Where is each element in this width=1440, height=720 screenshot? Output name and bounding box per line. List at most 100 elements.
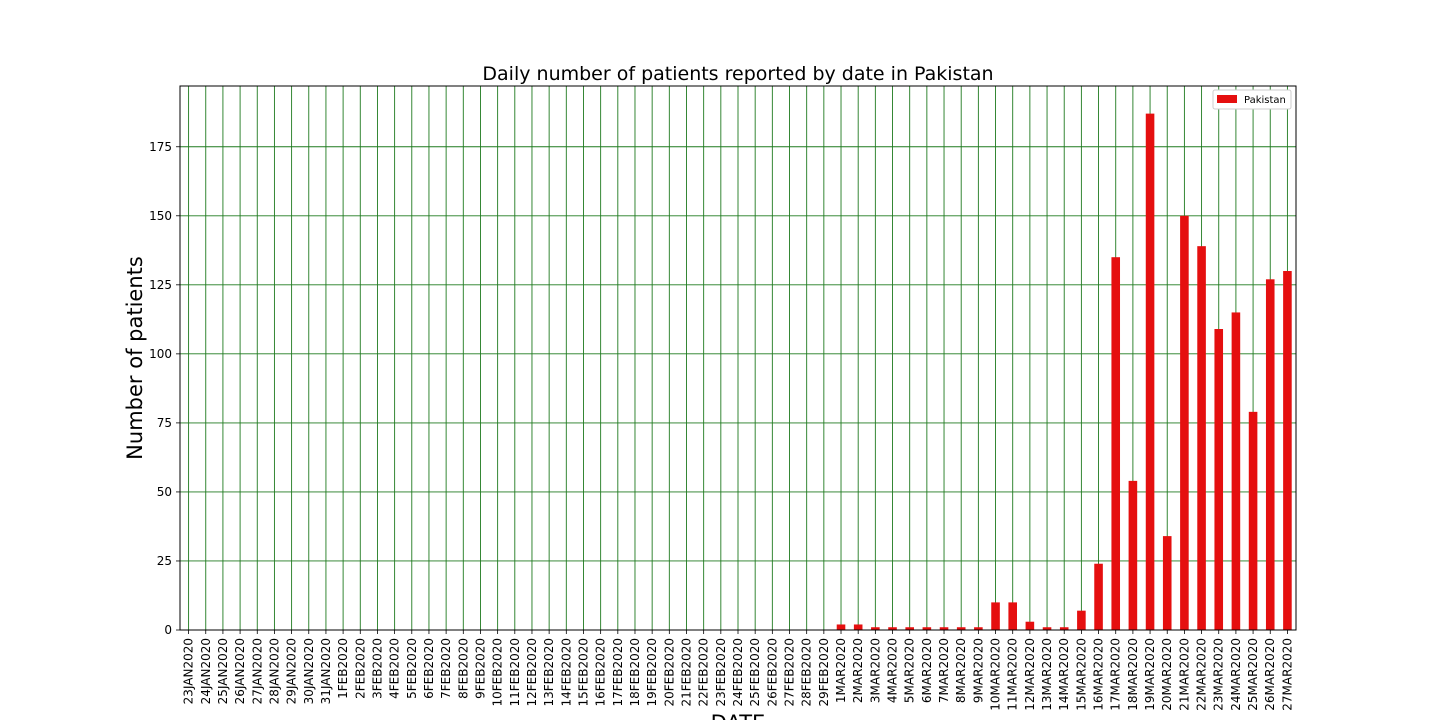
x-tick-label: 25MAR2020	[1246, 638, 1260, 711]
bar	[1283, 271, 1292, 630]
y-tick-label: 0	[164, 623, 172, 637]
x-tick-label: 5MAR2020	[903, 638, 917, 703]
x-tick-label: 23JAN2020	[182, 638, 196, 704]
x-tick-label: 27FEB2020	[783, 638, 797, 707]
x-tick-label: 17FEB2020	[611, 638, 625, 707]
y-tick-label: 150	[149, 209, 172, 223]
x-tick-label: 4FEB2020	[388, 638, 402, 699]
x-axis-ticks: 23JAN2020 24JAN2020 25JAN2020 26JAN2020 27JA…	[182, 630, 1294, 711]
bar	[1214, 329, 1224, 630]
bar	[905, 627, 914, 630]
bar	[974, 627, 983, 630]
x-tick-label: 7FEB2020	[439, 638, 453, 699]
bar	[1008, 602, 1017, 630]
x-tick-label: 27MAR2020	[1280, 638, 1294, 711]
legend-box	[1212, 89, 1292, 110]
x-tick-label: 2FEB2020	[353, 638, 367, 699]
x-tick-label: 13FEB2020	[542, 638, 556, 707]
bar	[956, 627, 966, 630]
x-tick-label: 2MAR2020	[851, 638, 865, 703]
x-tick-label: 24JAN2020	[199, 638, 213, 704]
bar	[1248, 411, 1258, 630]
x-tick-label: 26JAN2020	[233, 638, 247, 704]
x-tick-label: 19MAR2020	[1143, 638, 1157, 711]
x-tick-label: 21FEB2020	[679, 638, 693, 707]
x-tick-label: 5FEB2020	[405, 638, 419, 699]
bar	[1025, 621, 1035, 630]
x-tick-label: 21MAR2020	[1177, 638, 1191, 711]
x-tick-label: 29JAN2020	[285, 638, 299, 704]
bar	[888, 627, 897, 630]
bar	[1042, 627, 1052, 630]
x-tick-label: 4MAR2020	[886, 638, 900, 703]
x-tick-label: 7MAR2020	[937, 638, 951, 703]
x-tick-label: 13MAR2020	[1040, 638, 1054, 711]
x-tick-label: 19FEB2020	[645, 638, 659, 707]
x-tick-label: 24FEB2020	[731, 638, 745, 707]
bar	[922, 627, 932, 630]
x-tick-label: 14MAR2020	[1057, 638, 1071, 711]
x-tick-label: 30JAN2020	[302, 638, 316, 704]
x-tick-label: 6MAR2020	[920, 638, 934, 703]
bar	[1162, 536, 1172, 630]
y-tick-label: 175	[149, 140, 172, 154]
y-tick-label: 100	[149, 347, 172, 361]
y-tick-label: 50	[157, 485, 172, 499]
x-tick-label: 18FEB2020	[628, 638, 642, 707]
x-tick-label: 15FEB2020	[576, 638, 590, 707]
x-tick-label: 24MAR2020	[1229, 638, 1243, 711]
legend: Pakistan	[1212, 89, 1292, 110]
chart-title: Daily number of patients reported by dat…	[482, 63, 993, 85]
x-tick-label: 25JAN2020	[216, 638, 230, 704]
y-tick-label: 75	[157, 416, 172, 430]
bar	[871, 627, 880, 630]
x-tick-label: 1FEB2020	[336, 638, 350, 699]
y-axis-label: Number of patients	[123, 256, 147, 460]
x-tick-label: 17MAR2020	[1109, 638, 1123, 711]
x-tick-label: 11FEB2020	[508, 638, 522, 707]
x-tick-label: 3MAR2020	[868, 638, 882, 703]
x-tick-label: 26FEB2020	[765, 638, 779, 707]
x-tick-label: 26MAR2020	[1263, 638, 1277, 711]
bar	[1094, 563, 1103, 630]
x-tick-label: 8FEB2020	[456, 638, 470, 699]
x-tick-label: 29FEB2020	[817, 638, 831, 707]
x-tick-label: 27JAN2020	[250, 638, 264, 704]
x-tick-label: 3FEB2020	[370, 638, 384, 699]
legend-label: Pakistan	[1244, 95, 1286, 106]
legend-swatch	[1217, 95, 1237, 103]
x-tick-label: 9FEB2020	[473, 638, 487, 699]
bar	[991, 602, 1000, 630]
x-tick-label: 23FEB2020	[714, 638, 728, 707]
x-tick-label: 6FEB2020	[422, 638, 436, 699]
x-tick-label: 22FEB2020	[697, 638, 711, 707]
x-tick-label: 12MAR2020	[1023, 638, 1037, 711]
x-tick-label: 28FEB2020	[800, 638, 814, 707]
x-tick-label: 15MAR2020	[1074, 638, 1088, 711]
bar	[1059, 627, 1069, 630]
x-tick-label: 20FEB2020	[662, 638, 676, 707]
x-axis-label: DATE	[711, 711, 766, 720]
x-tick-label: 31JAN2020	[319, 638, 333, 704]
bar	[1111, 257, 1121, 630]
x-tick-label: 8MAR2020	[954, 638, 968, 703]
y-tick-label: 25	[157, 554, 172, 568]
x-tick-label: 14FEB2020	[559, 638, 573, 707]
bar	[853, 624, 863, 630]
bar	[836, 624, 846, 630]
y-tick-label: 125	[149, 278, 172, 292]
bar	[1197, 246, 1206, 631]
x-tick-label: 18MAR2020	[1126, 638, 1140, 711]
x-tick-label: 25FEB2020	[748, 638, 762, 707]
bar	[1231, 312, 1241, 630]
x-tick-label: 23MAR2020	[1212, 638, 1226, 711]
x-tick-label: 20MAR2020	[1160, 638, 1174, 711]
bar	[1077, 610, 1086, 630]
x-tick-label: 10FEB2020	[491, 638, 505, 707]
x-tick-label: 9MAR2020	[971, 638, 985, 703]
x-tick-label: 12FEB2020	[525, 638, 539, 707]
x-tick-label: 1MAR2020	[834, 638, 848, 703]
x-tick-label: 28JAN2020	[267, 638, 281, 704]
y-axis-ticks: 0 25 50 75 100 125 150 175	[149, 140, 180, 637]
